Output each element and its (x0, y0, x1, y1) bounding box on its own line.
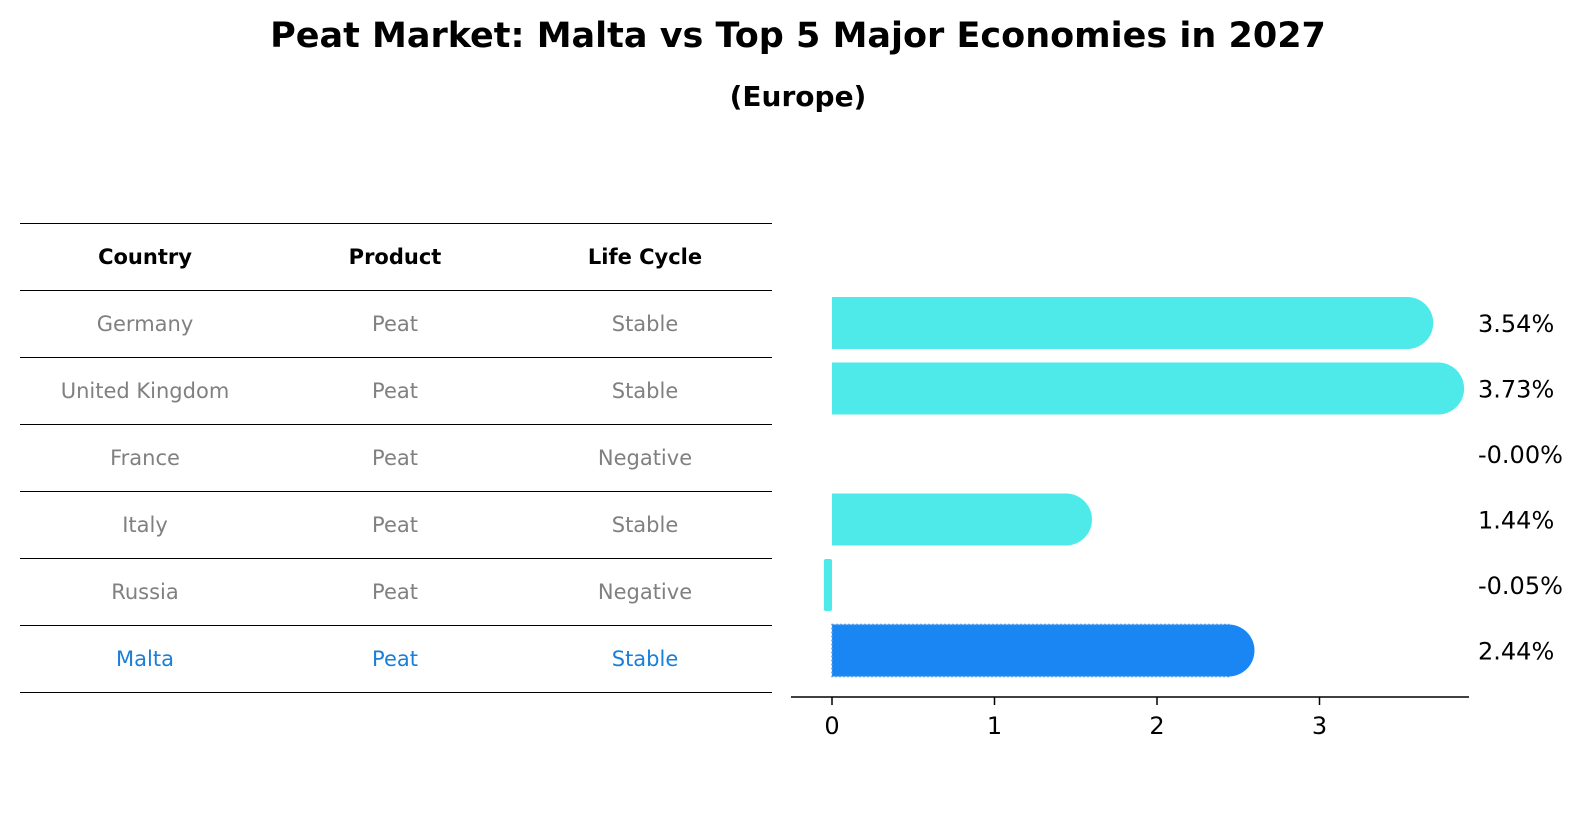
chart-subtitle: (Europe) (729, 80, 867, 113)
cell-product: Peat (372, 580, 418, 604)
value-label: -0.05% (1478, 572, 1563, 600)
cell-life-cycle: Stable (611, 312, 679, 336)
cell-country: France (110, 446, 180, 470)
bar-germany (832, 297, 1408, 349)
bar-malta (831, 623, 1230, 678)
table-row: France Peat Negative (20, 424, 772, 491)
value-label: 3.54% (1478, 310, 1554, 338)
cell-product: Peat (372, 379, 418, 403)
bar-russia (823, 559, 832, 611)
bar-cap-united-kingdom (1412, 362, 1465, 415)
value-label: -0.00% (1478, 441, 1563, 469)
cell-product: Peat (372, 446, 418, 470)
cell-country: United Kingdom (60, 379, 230, 403)
chart-title: Peat Market: Malta vs Top 5 Major Econom… (270, 16, 1326, 56)
value-label: 1.44% (1478, 507, 1554, 535)
bar-cap-italy (1040, 493, 1092, 546)
bar-united-kingdom (832, 362, 1439, 415)
table-row: Italy Peat Stable (20, 491, 772, 558)
header-product: Product (348, 245, 442, 269)
value-label: 2.44% (1478, 638, 1554, 666)
cell-country: Malta (116, 647, 174, 671)
cell-life-cycle: Stable (611, 379, 679, 403)
x-tick-label: 0 (824, 712, 839, 740)
table-row: Germany Peat Stable (20, 290, 772, 357)
table-row: United Kingdom Peat Stable (20, 357, 772, 424)
cell-product: Peat (372, 647, 418, 671)
cell-product: Peat (372, 513, 418, 537)
cell-life-cycle: Stable (611, 647, 679, 671)
x-tick-label: 1 (987, 712, 1002, 740)
table-row: Russia Peat Negative (20, 558, 772, 625)
table-row-highlighted: Malta Peat Stable (20, 625, 772, 693)
value-label: 3.73% (1478, 376, 1554, 404)
bar-cap-germany (1381, 297, 1434, 349)
comparison-table: Country Product Life Cycle Germany Peat … (20, 223, 772, 693)
cell-country: Germany (96, 312, 194, 336)
cell-life-cycle: Stable (611, 513, 679, 537)
cell-country: Italy (122, 513, 168, 537)
cell-life-cycle: Negative (597, 446, 693, 470)
cell-product: Peat (372, 312, 418, 336)
table-header-row: Country Product Life Cycle (20, 223, 772, 290)
header-country: Country (98, 245, 192, 269)
bar-italy (832, 493, 1066, 546)
cell-country: Russia (111, 580, 179, 604)
x-tick-label: 2 (1149, 712, 1164, 740)
cell-life-cycle: Negative (597, 580, 693, 604)
bar-cap-malta (1202, 624, 1255, 677)
header-life-cycle: Life Cycle (587, 245, 703, 269)
x-tick-label: 3 (1312, 712, 1327, 740)
